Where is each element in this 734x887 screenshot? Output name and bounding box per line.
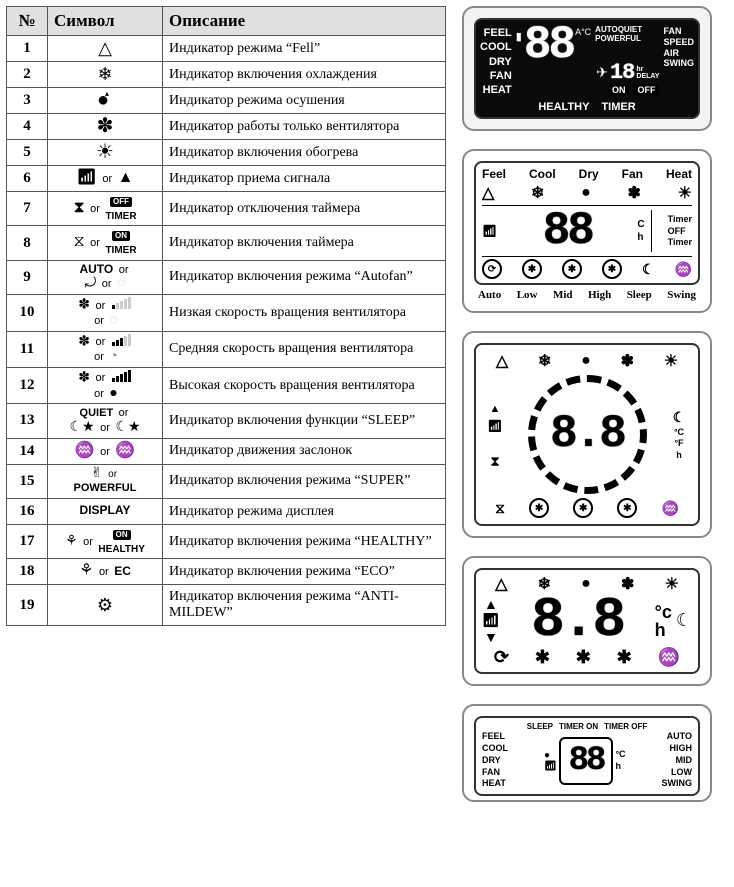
row-num: 11 [7,331,48,367]
display-5: SLEEPTIMER ONTIMER OFF FEELCOOLDRYFANHEA… [462,704,712,801]
table-row: 5☀︎Индикатор включения обогрева [7,140,446,166]
table-row: 4✽Индикатор работы только вентилятора [7,114,446,140]
table-row: 17⚘︎ or ONHEALTHYИндикатор включения реж… [7,525,446,559]
table-row: 3●▴Индикатор режима осушения [7,88,446,114]
row-num: 14 [7,438,48,464]
row-desc: Индикатор включения режима “HEALTHY” [163,525,446,559]
row-desc: Индикатор отключения таймера [163,192,446,226]
table-row: 14♒ or ♒Индикатор движения заслонок [7,438,446,464]
row-num: 1 [7,36,48,62]
table-row: 10✽ or or ◌Низкая скорость вращения вент… [7,295,446,331]
row-symbol: ⚘︎ or EC [48,559,163,585]
row-num: 10 [7,295,48,331]
row-desc: Индикатор включения таймера [163,226,446,260]
row-symbol: AUTO or⤾ or ◌ [48,260,163,294]
table-row: 18⚘︎ or ECИндикатор включения режима “EC… [7,559,446,585]
row-symbol: ❄ [48,62,163,88]
row-num: 8 [7,226,48,260]
row-num: 15 [7,464,48,498]
row-desc: Индикатор включения режима “ECO” [163,559,446,585]
row-num: 19 [7,585,48,626]
row-desc: Индикатор режима “Fell” [163,36,446,62]
row-desc: Индикатор включения режима “ANTI-MILDEW” [163,585,446,626]
row-num: 12 [7,367,48,403]
row-desc: Индикатор работы только вентилятора [163,114,446,140]
row-symbol: ⚙︎ [48,585,163,626]
row-symbol: ☀︎ [48,140,163,166]
col-sym: Символ [48,7,163,36]
row-symbol: ✌︎ orPOWERFUL [48,464,163,498]
row-desc: Низкая скорость вращения вентилятора [163,295,446,331]
row-num: 6 [7,166,48,192]
row-symbol: QUIET or☾★ or ☾★ [48,404,163,438]
col-desc: Описание [163,7,446,36]
row-desc: Средняя скорость вращения вентилятора [163,331,446,367]
table-row: 8⧖ or ONTIMERИндикатор включения таймера [7,226,446,260]
table-row: 7⧗ or OFFTIMERИндикатор отключения тайме… [7,192,446,226]
row-symbol: △ [48,36,163,62]
row-num: 5 [7,140,48,166]
row-desc: Индикатор режима осушения [163,88,446,114]
table-row: 2❄Индикатор включения охлаждения [7,62,446,88]
display-2: FeelCoolDryFanHeat △❄●✽☀︎ 📶︎ 88 Ch Timer… [462,149,712,313]
table-row: 15✌︎ orPOWERFULИндикатор включения режим… [7,464,446,498]
row-desc: Индикатор включения обогрева [163,140,446,166]
table-row: 11✽ or or ◔Средняя скорость вращения вен… [7,331,446,367]
row-num: 3 [7,88,48,114]
row-desc: Индикатор включения охлаждения [163,62,446,88]
row-symbol: ⧗ or OFFTIMER [48,192,163,226]
row-symbol: ✽ or or ● [48,367,163,403]
row-desc: Индикатор включения функции “SLEEP” [163,404,446,438]
display-3: △❄●✽☀︎ ▲📶︎ ⧗ 8.8 ☾ °C°Fh [462,331,712,538]
row-num: 2 [7,62,48,88]
row-desc: Индикатор движения заслонок [163,438,446,464]
row-desc: Индикатор режима дисплея [163,499,446,525]
row-desc: Индикатор включения режима “Autofan” [163,260,446,294]
row-num: 9 [7,260,48,294]
row-symbol: ✽ or or ◔ [48,331,163,367]
col-num: № [7,7,48,36]
row-symbol: 📶︎ or ▲ [48,166,163,192]
display-4: △❄●✽☀︎ ▲📶︎▼ 8.8 °c h ☾ ⟳✱✱✱♒ [462,556,712,686]
row-num: 4 [7,114,48,140]
row-symbol: ✽ [48,114,163,140]
row-desc: Индикатор приема сигнала [163,166,446,192]
display-previews: FEELCOOLDRYFANHEAT ▮ 88 A°C AUTOQUIETPOW… [462,6,712,802]
row-num: 7 [7,192,48,226]
row-symbol: ●▴ [48,88,163,114]
row-num: 16 [7,499,48,525]
row-symbol: ⧖ or ONTIMER [48,226,163,260]
table-row: 13QUIET or☾★ or ☾★Индикатор включения фу… [7,404,446,438]
table-row: 12✽ or or ●Высокая скорость вращения вен… [7,367,446,403]
row-symbol: DISPLAY [48,499,163,525]
table-row: 19⚙︎Индикатор включения режима “ANTI-MIL… [7,585,446,626]
display-1: FEELCOOLDRYFANHEAT ▮ 88 A°C AUTOQUIETPOW… [462,6,712,131]
row-num: 18 [7,559,48,585]
row-num: 17 [7,525,48,559]
table-row: 6📶︎ or ▲Индикатор приема сигнала [7,166,446,192]
table-row: 9AUTO or⤾ or ◌Индикатор включения режима… [7,260,446,294]
row-symbol: ♒ or ♒ [48,438,163,464]
row-symbol: ✽ or or ◌ [48,295,163,331]
table-row: 1△Индикатор режима “Fell” [7,36,446,62]
symbols-table: № Символ Описание 1△Индикатор режима “Fe… [6,6,446,626]
row-desc: Индикатор включения режима “SUPER” [163,464,446,498]
table-row: 16DISPLAYИндикатор режима дисплея [7,499,446,525]
row-desc: Высокая скорость вращения вентилятора [163,367,446,403]
d1-main-value: 88 [524,26,573,65]
row-num: 13 [7,404,48,438]
row-symbol: ⚘︎ or ONHEALTHY [48,525,163,559]
